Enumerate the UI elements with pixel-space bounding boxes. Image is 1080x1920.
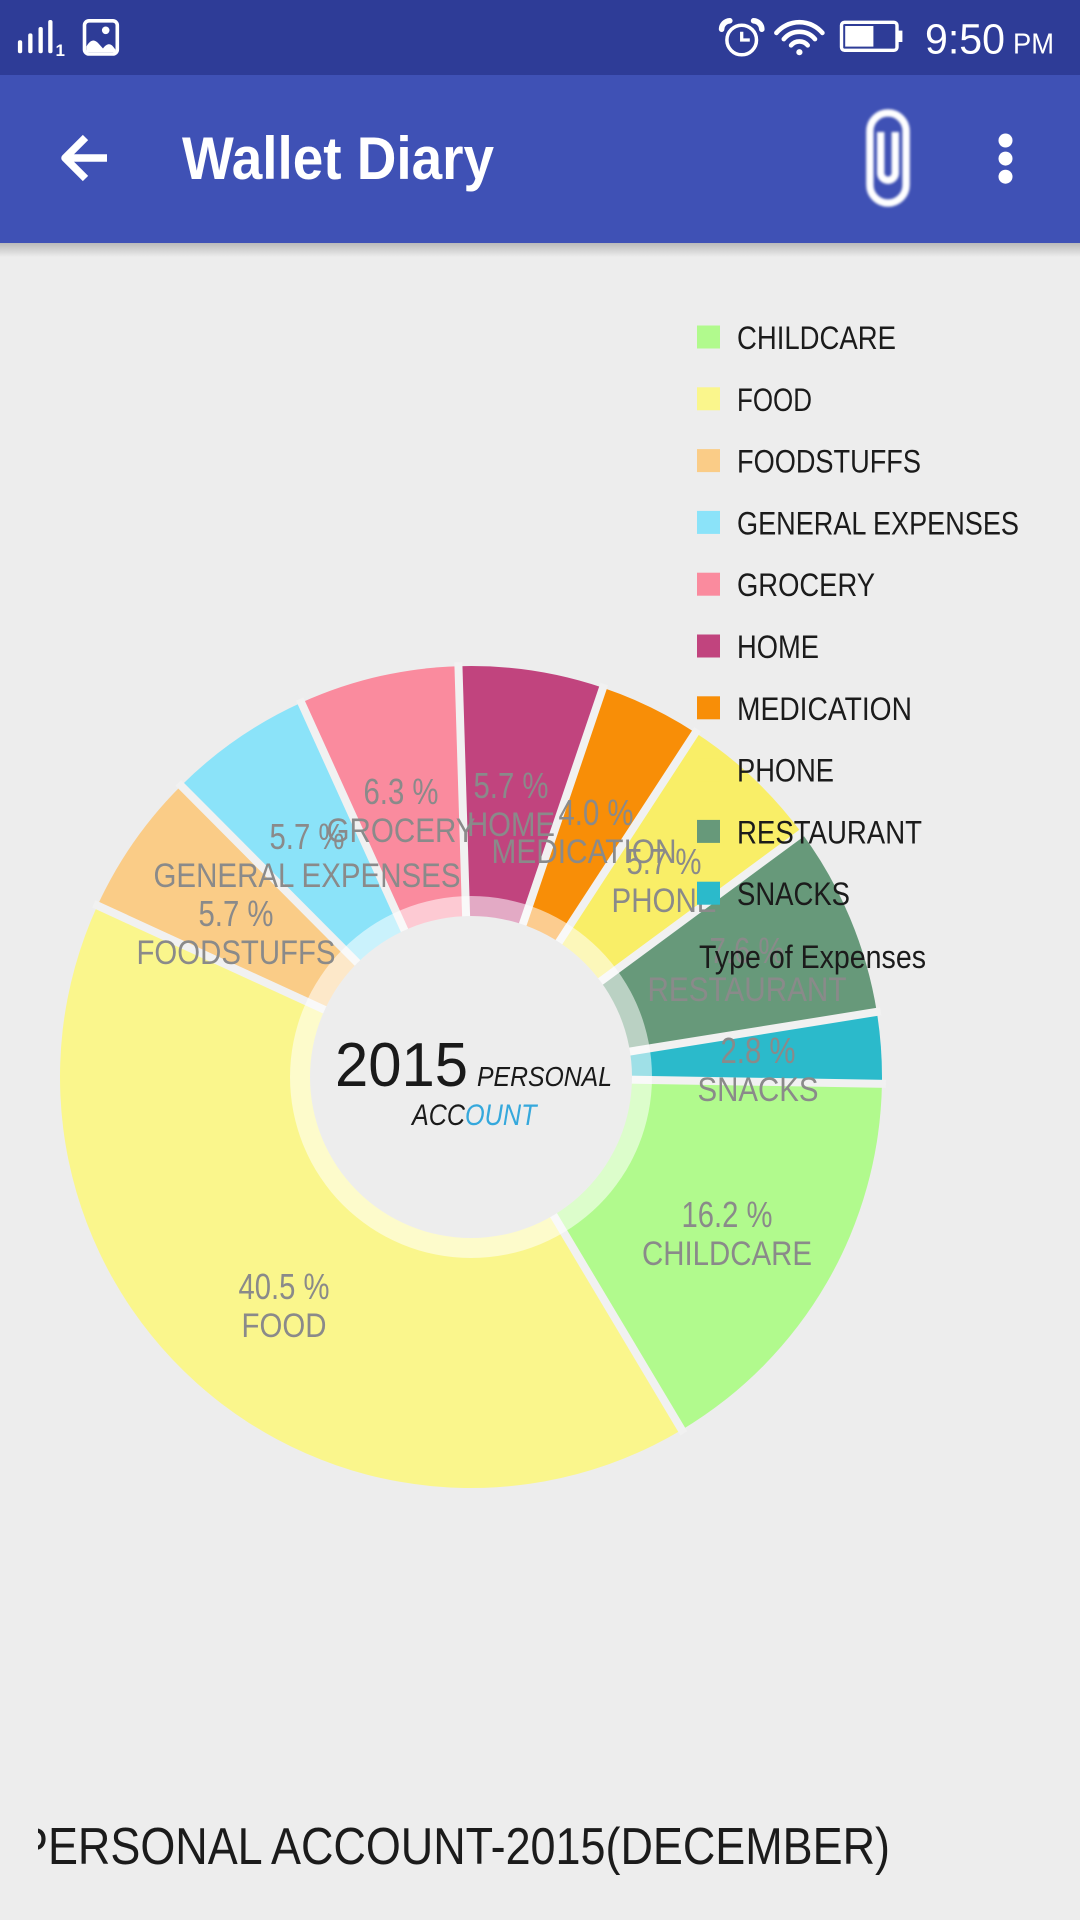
svg-text:CHILDCARE: CHILDCARE [642,1235,812,1273]
svg-text:1: 1 [56,41,65,60]
svg-text:FOOD: FOOD [737,382,812,418]
svg-text:5.7 %: 5.7 % [199,893,274,934]
svg-text:GROCERY: GROCERY [327,812,476,850]
svg-text:Type of Expenses: Type of Expenses [699,939,926,975]
svg-text:7.6 %: 7.6 % [710,930,785,971]
svg-text:6.3 %: 6.3 % [364,771,439,812]
svg-text:HOME: HOME [467,806,555,844]
svg-text:MEDICATION: MEDICATION [492,833,677,871]
svg-text:PERSONAL ACCOUNT-2015(DECEMBER: PERSONAL ACCOUNT-2015(DECEMBER) [18,1818,890,1876]
svg-text:40.5 %: 40.5 % [239,1266,330,1307]
svg-text:RESTAURANT: RESTAURANT [648,971,847,1009]
svg-text:2.8 %: 2.8 % [721,1030,796,1071]
svg-text:GENERAL EXPENSES: GENERAL EXPENSES [737,505,1019,541]
svg-text:Wallet Diary: Wallet Diary [182,125,495,192]
svg-text:SNACKS: SNACKS [737,876,850,912]
svg-text:OUNT: OUNT [465,1099,539,1132]
svg-text:PHONE: PHONE [737,753,834,789]
svg-text:5.7 %: 5.7 % [627,841,702,882]
svg-text:HOME: HOME [737,629,819,665]
svg-text:GROCERY: GROCERY [737,567,875,603]
svg-text:FOOD: FOOD [242,1307,327,1345]
svg-text:9:50: 9:50 [925,16,1005,64]
svg-text:SNACKS: SNACKS [698,1071,819,1109]
svg-text:RESTAURANT: RESTAURANT [737,814,922,850]
svg-text:4.0 %: 4.0 % [559,792,634,833]
svg-text:2015: 2015 [335,1031,468,1100]
svg-text:GENERAL EXPENSES: GENERAL EXPENSES [154,857,461,895]
svg-text:CHILDCARE: CHILDCARE [737,320,896,356]
svg-text:FOODSTUFFS: FOODSTUFFS [137,934,336,972]
svg-text:PM: PM [1013,29,1054,61]
svg-text:16.2 %: 16.2 % [682,1194,773,1235]
svg-text:FOODSTUFFS: FOODSTUFFS [737,444,921,480]
svg-text:5.7 %: 5.7 % [270,816,345,857]
svg-text:PERSONAL: PERSONAL [477,1061,612,1092]
svg-text:5.7 %: 5.7 % [474,765,549,806]
svg-text:MEDICATION: MEDICATION [737,691,912,727]
svg-text:ACC: ACC [410,1099,465,1132]
